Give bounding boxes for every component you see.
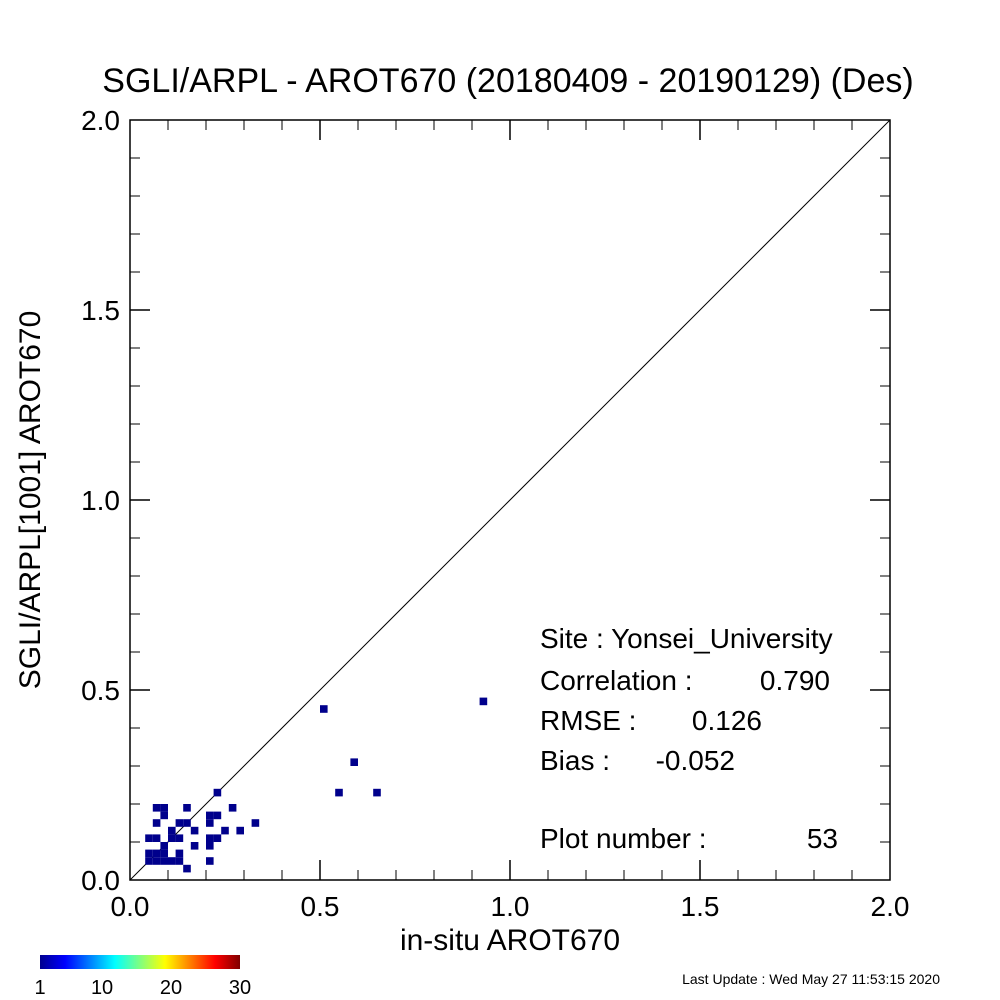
data-point: [152, 804, 161, 812]
y-tick-label: 0.0: [81, 865, 120, 896]
colorbar-tick-label: 10: [91, 977, 113, 999]
data-point: [213, 788, 222, 797]
x-tick-label: 0.0: [111, 891, 150, 922]
stat-plot-number-value: 53: [807, 823, 838, 854]
data-point: [152, 849, 161, 858]
colorbar-tick-label: 20: [160, 977, 182, 999]
data-point: [206, 842, 214, 850]
x-tick-label: 1.0: [491, 891, 530, 922]
data-point: [213, 811, 222, 820]
y-axis-label: SGLI/ARPL[1001] AROT670: [14, 311, 47, 690]
stats-panel: Site : Yonsei_University Correlation : 0…: [540, 623, 838, 854]
data-point: [221, 826, 229, 835]
data-point: [335, 788, 343, 797]
data-point: [160, 857, 168, 865]
data-point: [350, 758, 358, 766]
data-point: [228, 804, 237, 812]
chart-title: SGLI/ARPL - AROT670 (20180409 - 20190129…: [102, 62, 913, 100]
data-point: [152, 857, 161, 865]
data-point: [175, 834, 184, 842]
y-tick-labels: 0.0 0.5 1.0 1.5 2.0: [81, 105, 120, 896]
y-tick-label: 0.5: [81, 675, 120, 706]
data-point: [160, 804, 168, 812]
data-points: [145, 697, 488, 873]
data-point: [206, 819, 214, 827]
colorbar-tick-label: 30: [229, 977, 251, 999]
x-axis-label: in-situ AROT670: [400, 924, 620, 957]
major-ticks: [130, 120, 890, 880]
stat-plot-number-label: Plot number :: [540, 823, 707, 854]
data-point: [206, 857, 214, 865]
stat-correlation-label: Correlation :: [540, 665, 693, 696]
colorbar: [40, 955, 240, 969]
data-point: [479, 697, 488, 706]
data-point: [168, 834, 176, 842]
data-point: [160, 811, 168, 820]
minor-ticks: [130, 120, 890, 880]
stat-rmse-label: RMSE :: [540, 705, 636, 736]
colorbar-tick-label: 1: [34, 977, 45, 999]
data-point: [320, 705, 328, 713]
data-point: [145, 834, 153, 842]
stat-bias-value: -0.052: [656, 745, 735, 776]
x-tick-label: 2.0: [871, 891, 910, 922]
y-tick-label: 2.0: [81, 105, 120, 136]
x-tick-label: 0.5: [301, 891, 340, 922]
data-point: [213, 834, 222, 842]
x-tick-label: 1.5: [681, 891, 720, 922]
data-point: [145, 849, 153, 858]
data-point: [190, 842, 199, 850]
data-point: [206, 811, 214, 820]
data-point: [145, 857, 153, 865]
last-update: Last Update : Wed May 27 11:53:15 2020: [682, 971, 940, 987]
data-point: [152, 819, 161, 827]
one-to-one-line: [129, 119, 891, 881]
data-point: [168, 857, 176, 865]
data-point: [160, 842, 168, 850]
data-point: [175, 819, 184, 827]
data-point: [236, 826, 244, 835]
data-point: [175, 849, 184, 858]
stat-correlation-value: 0.790: [760, 665, 830, 696]
data-point: [251, 819, 260, 827]
data-point: [206, 834, 214, 842]
data-point: [168, 826, 176, 835]
data-point: [175, 857, 184, 865]
colorbar-labels: 1 10 20 30: [34, 977, 251, 999]
stat-site: Site : Yonsei_University: [540, 623, 833, 654]
data-point: [183, 864, 191, 873]
data-point: [183, 804, 191, 812]
x-tick-labels: 0.0 0.5 1.0 1.5 2.0: [111, 891, 910, 922]
data-point: [373, 788, 381, 797]
data-point: [160, 849, 168, 858]
stat-bias-label: Bias :: [540, 745, 610, 776]
data-point: [190, 826, 199, 835]
y-tick-label: 1.5: [81, 295, 120, 326]
stat-rmse-value: 0.126: [692, 705, 762, 736]
y-tick-label: 1.0: [81, 485, 120, 516]
data-point: [152, 834, 161, 842]
data-point: [183, 819, 191, 827]
